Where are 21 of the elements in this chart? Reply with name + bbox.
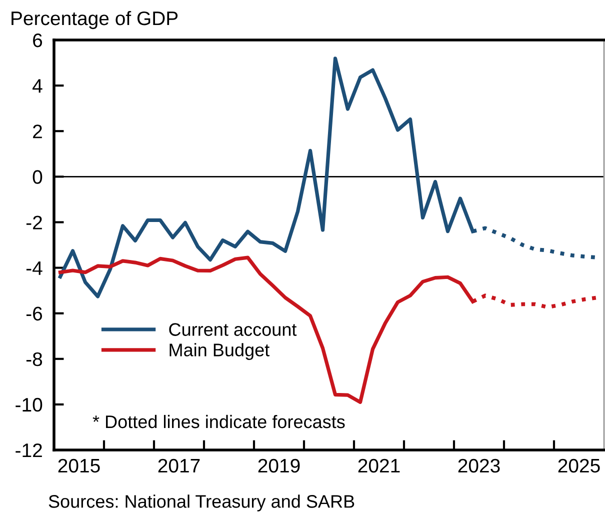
x-tick-label: 2021 [358, 458, 400, 473]
y-tick-label: -10 [16, 398, 42, 412]
y-tick-label: -6 [26, 306, 42, 321]
legend-label: Main Budget [170, 343, 270, 360]
x-tick-label: 2023 [458, 458, 500, 473]
annotation: * Dotted lines indicate forecasts [92, 414, 345, 428]
source-note: Sources: National Treasury and SARB [48, 494, 354, 512]
y-tick-label: 4 [32, 79, 42, 93]
y-tick-label: -4 [26, 261, 42, 275]
y-tick-label: 0 [32, 170, 42, 184]
y-tick-label: -2 [26, 216, 42, 230]
x-tick-label: 2025 [558, 458, 600, 473]
x-tick-label: 2017 [158, 458, 200, 473]
y-tick-label: 6 [33, 33, 42, 48]
legend-label: Current account [169, 323, 297, 336]
x-tick-label: 2015 [58, 458, 100, 473]
y-axis-title: Percentage of GDP [12, 10, 178, 30]
y-tick-label: -12 [16, 443, 42, 458]
x-tick-label: 2019 [258, 458, 300, 473]
y-tick-label: 2 [33, 124, 42, 138]
y-tick-label: -8 [26, 352, 42, 366]
